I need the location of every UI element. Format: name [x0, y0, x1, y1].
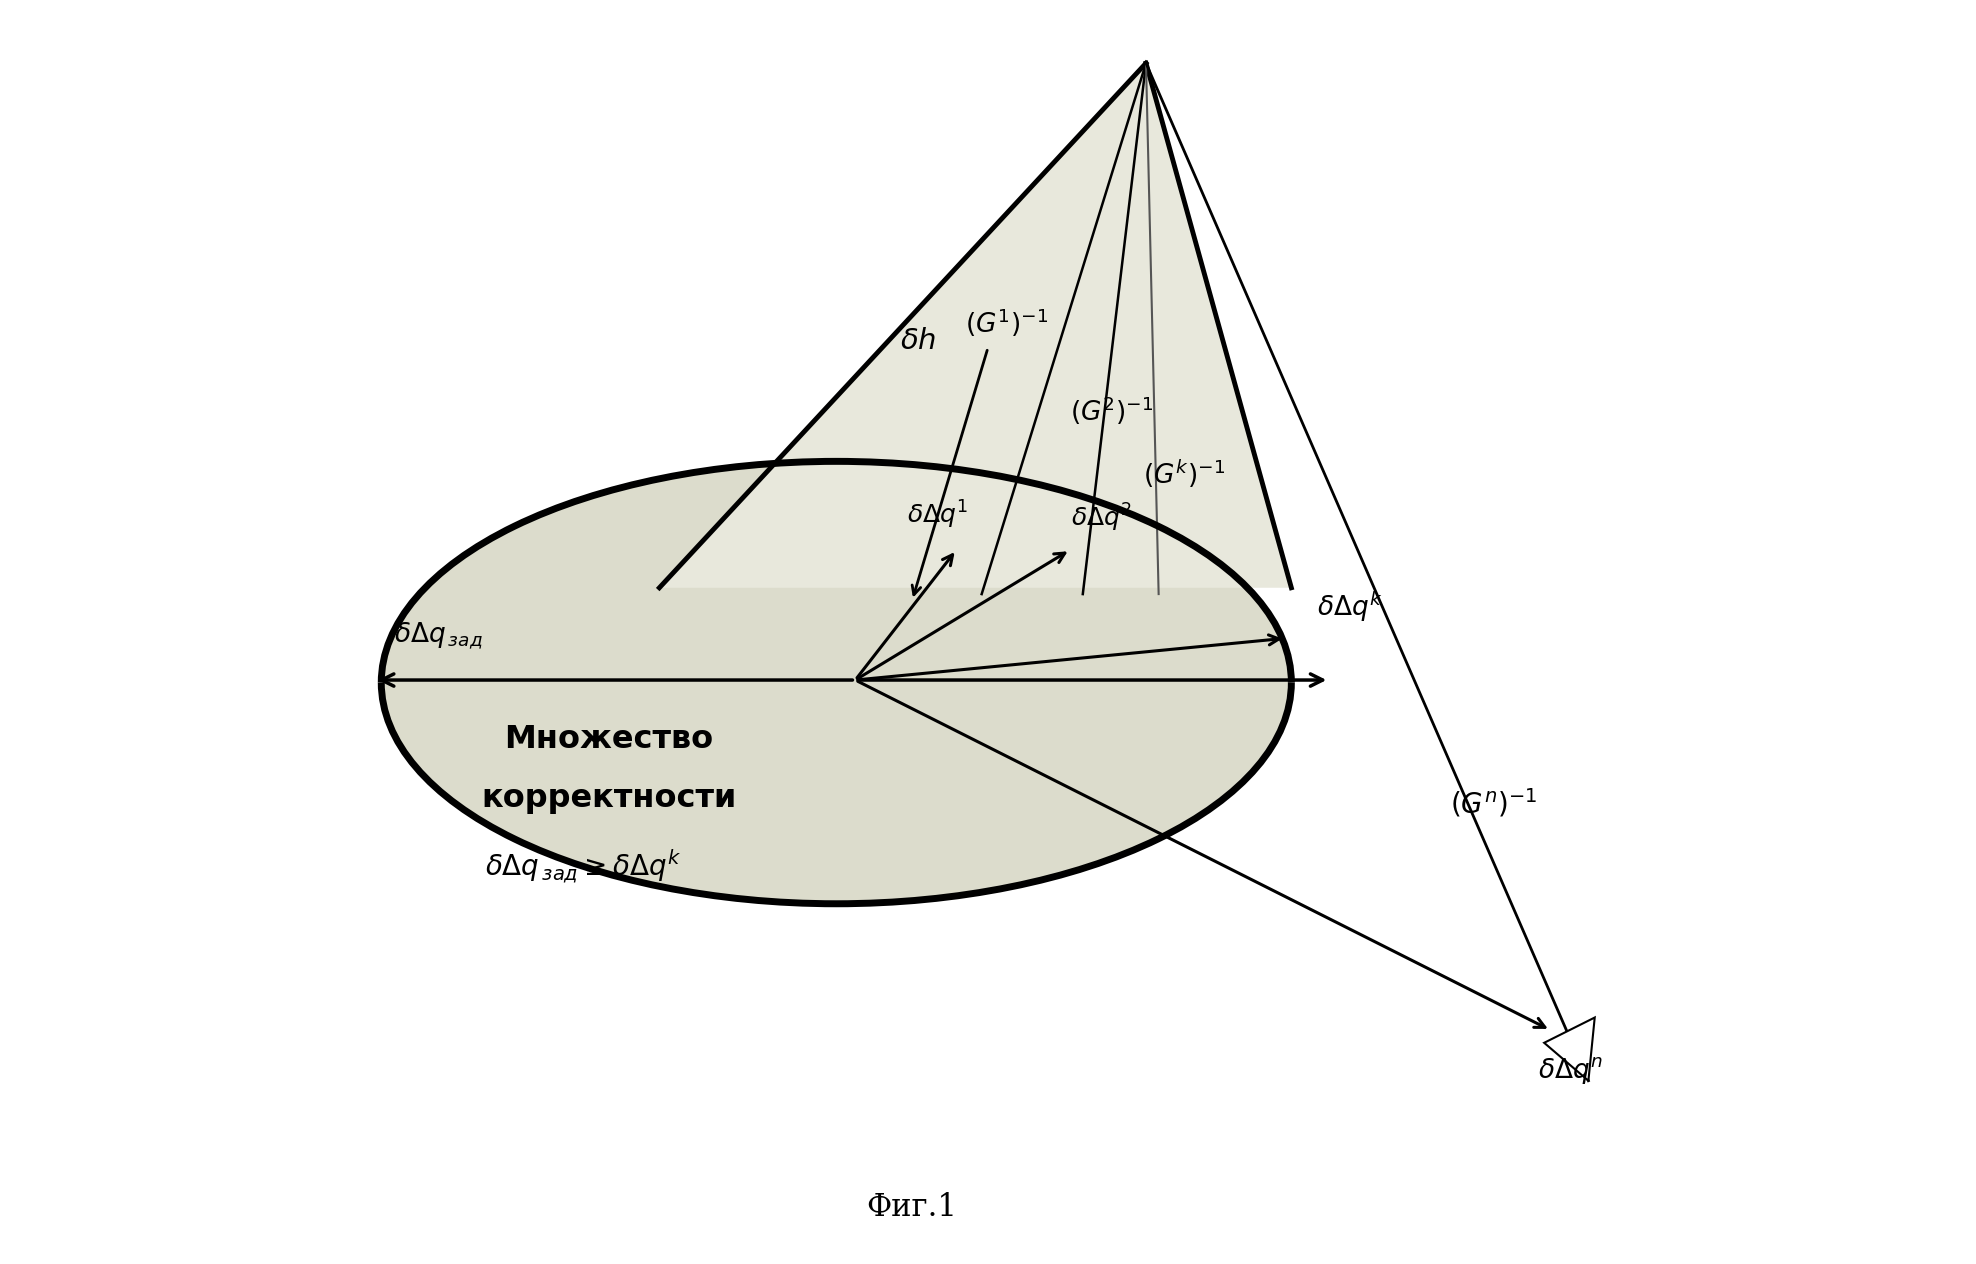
Text: $(G^1)^{-1}$: $(G^1)^{-1}$: [966, 306, 1049, 339]
Ellipse shape: [381, 461, 1292, 904]
Text: $(G^k)^{-1}$: $(G^k)^{-1}$: [1142, 458, 1225, 490]
Text: корректности: корректности: [480, 784, 737, 814]
Text: $(G^n)^{-1}$: $(G^n)^{-1}$: [1450, 786, 1537, 819]
Polygon shape: [660, 63, 1292, 588]
Text: $\delta\Delta q^2$: $\delta\Delta q^2$: [1071, 502, 1132, 535]
Text: $\delta\Delta q^n$: $\delta\Delta q^n$: [1537, 1055, 1603, 1087]
Polygon shape: [1543, 1018, 1595, 1081]
Text: $\delta\Delta q^k$: $\delta\Delta q^k$: [1316, 589, 1381, 624]
Text: Фиг.1: Фиг.1: [867, 1192, 958, 1222]
Text: $\delta\Delta q_{\,зад} \geq \delta\Delta q^k$: $\delta\Delta q_{\,зад} \geq \delta\Delt…: [486, 847, 682, 885]
Text: $\delta\Delta q_{\,зад}$: $\delta\Delta q_{\,зад}$: [393, 621, 482, 651]
Text: $\delta h$: $\delta h$: [901, 327, 937, 355]
Text: $(G^2)^{-1}$: $(G^2)^{-1}$: [1071, 394, 1154, 427]
Text: $\delta\Delta q^1$: $\delta\Delta q^1$: [907, 498, 968, 531]
Text: Множество: Множество: [504, 724, 713, 755]
